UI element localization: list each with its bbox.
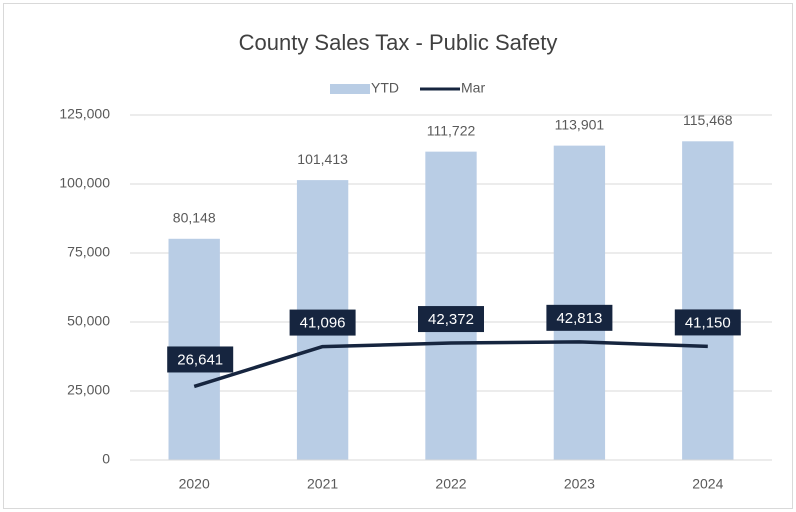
x-tick-label: 2022 <box>435 476 466 492</box>
data-label: 111,722 <box>427 122 476 138</box>
x-tick-label: 2024 <box>692 476 723 492</box>
data-label: 26,641 <box>177 351 223 368</box>
legend-label: YTD <box>371 80 399 96</box>
bar <box>682 141 734 460</box>
data-label: 42,372 <box>428 311 474 328</box>
data-label: 41,096 <box>300 315 346 332</box>
data-label-box <box>674 309 741 336</box>
x-tick-label: 2021 <box>307 476 338 492</box>
data-label-box <box>289 309 356 336</box>
data-label-box <box>546 304 613 331</box>
y-tick-label: 0 <box>102 451 110 467</box>
data-label: 42,813 <box>556 310 602 327</box>
bar <box>425 151 477 460</box>
data-label: 101,413 <box>297 151 348 167</box>
data-label: 113,901 <box>555 116 605 132</box>
y-tick-label: 25,000 <box>67 382 110 398</box>
data-label-box <box>418 306 484 333</box>
chart-title: County Sales Tax - Public Safety <box>239 30 558 55</box>
y-tick-label: 100,000 <box>59 175 110 191</box>
x-tick-label: 2020 <box>179 476 210 492</box>
y-tick-label: 50,000 <box>67 313 110 329</box>
y-tick-label: 125,000 <box>59 106 110 122</box>
legend-swatch <box>330 84 370 94</box>
legend-label: Mar <box>461 80 485 96</box>
data-label: 115,468 <box>683 112 733 128</box>
bar <box>553 145 606 460</box>
x-tick-label: 2023 <box>564 476 595 492</box>
data-label-box <box>167 346 234 373</box>
data-label: 80,148 <box>173 209 216 225</box>
chart-border <box>3 3 793 509</box>
line <box>193 340 708 389</box>
data-label: 41,150 <box>685 314 731 331</box>
y-tick-label: 75,000 <box>67 244 110 260</box>
